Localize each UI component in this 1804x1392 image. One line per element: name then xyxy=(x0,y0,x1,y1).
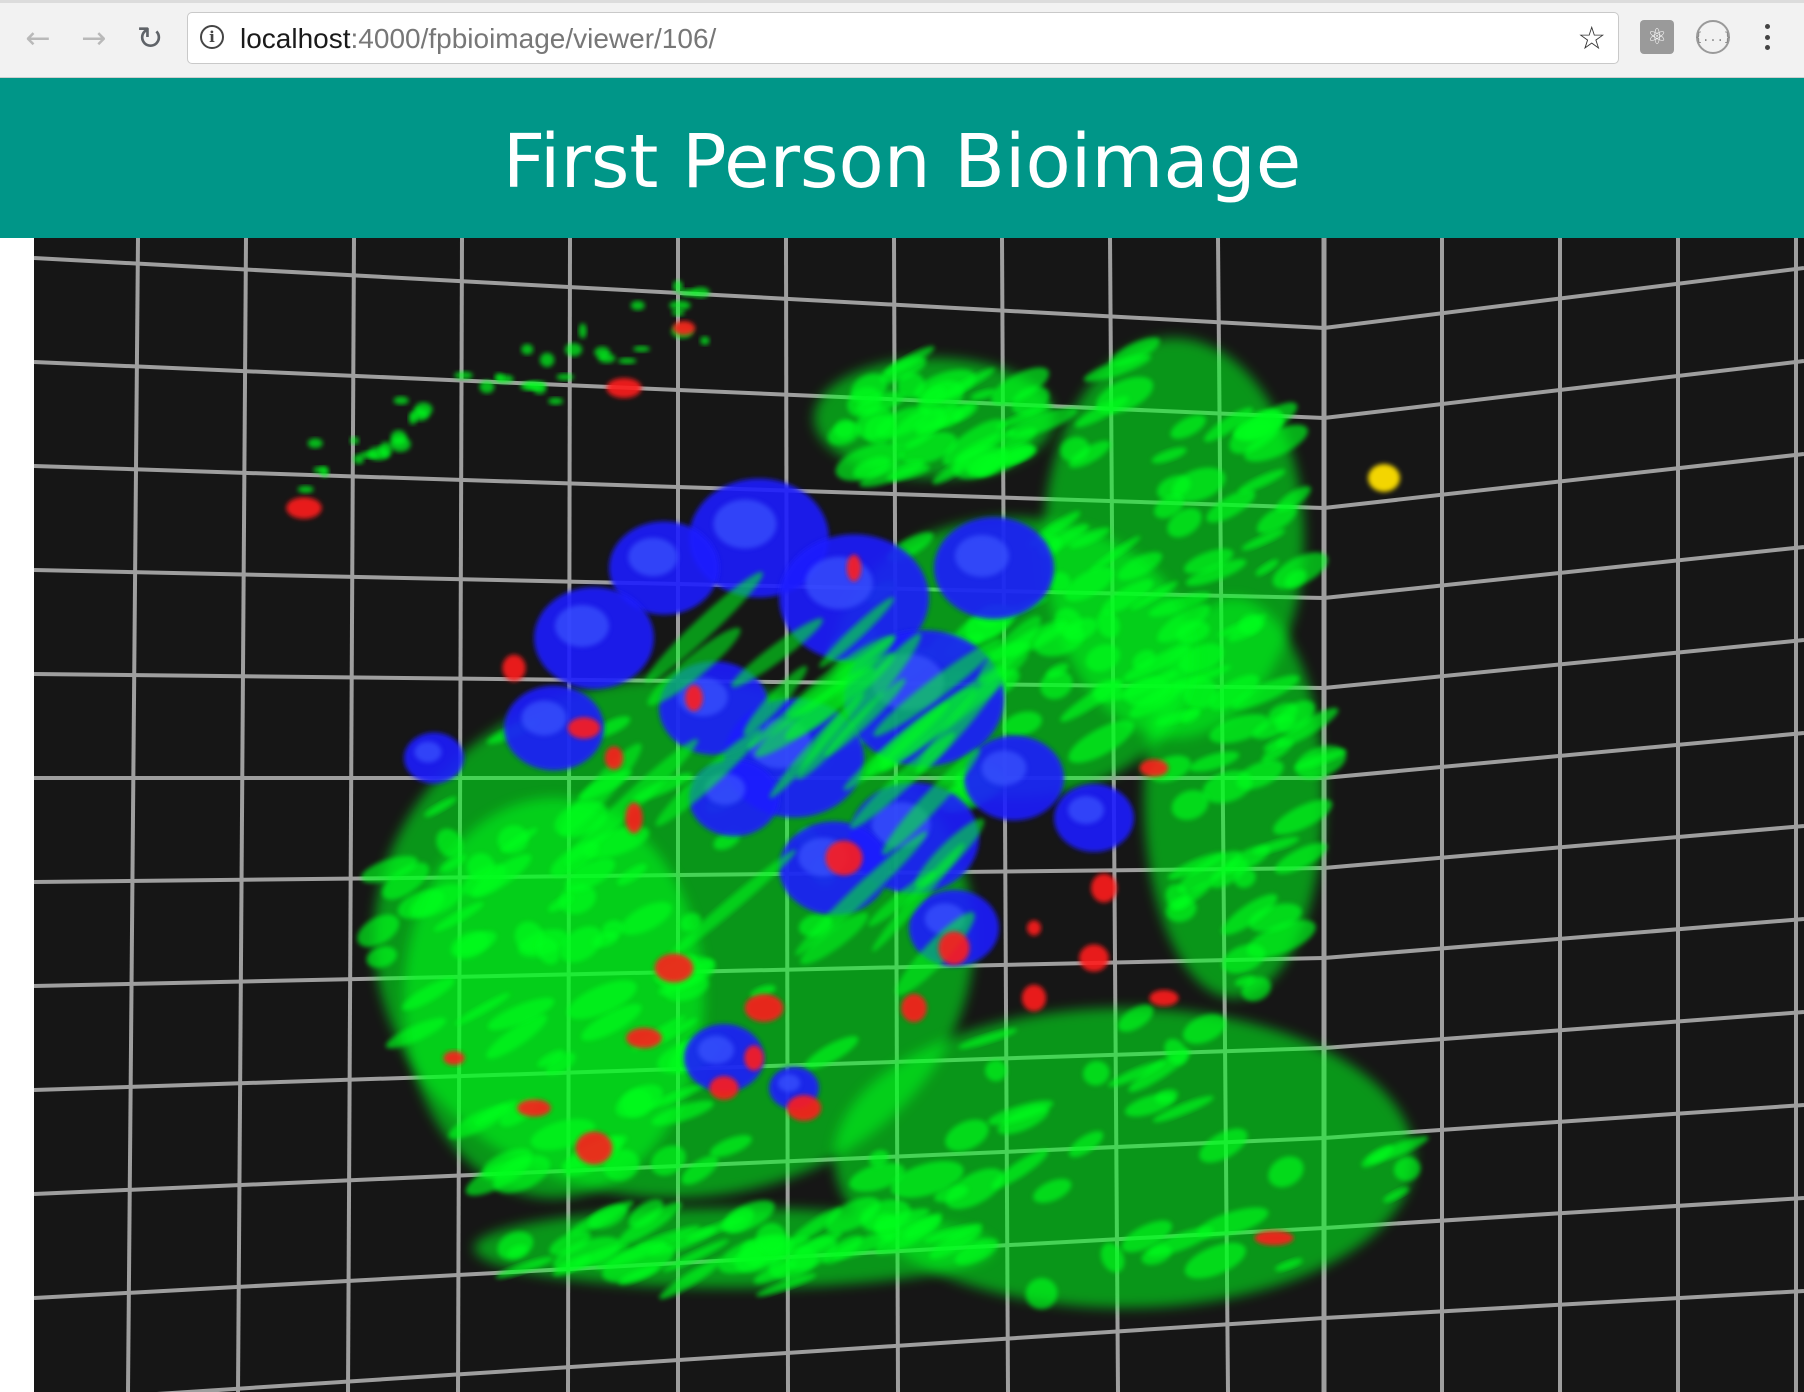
browser-toolbar: ← → ↻ i localhost:4000/fpbioimage/viewer… xyxy=(0,0,1804,78)
star-icon[interactable]: ☆ xyxy=(1577,19,1606,57)
volume-viewer-canvas[interactable] xyxy=(34,238,1804,1392)
url-host: localhost xyxy=(240,23,351,54)
react-devtools-icon[interactable]: ⚛ xyxy=(1640,20,1674,54)
reload-button[interactable]: ↻ xyxy=(130,18,170,58)
tab-strip-edge xyxy=(0,0,1804,3)
forward-button[interactable]: → xyxy=(74,18,114,58)
app-header: First Person Bioimage xyxy=(0,78,1804,238)
page: First Person Bioimage xyxy=(0,78,1804,1392)
json-viewer-icon[interactable]: {...} xyxy=(1695,20,1731,54)
reload-icon: ↻ xyxy=(136,19,164,57)
volume-render[interactable] xyxy=(34,238,1804,1392)
info-icon[interactable]: i xyxy=(200,25,224,49)
address-bar[interactable]: i localhost:4000/fpbioimage/viewer/106/ … xyxy=(187,12,1619,64)
page-title: First Person Bioimage xyxy=(502,119,1302,205)
arrow-left-icon: ← xyxy=(25,20,51,56)
url-path: :4000/fpbioimage/viewer/106/ xyxy=(350,23,717,54)
kebab-menu-icon[interactable] xyxy=(1752,20,1782,54)
back-button[interactable]: ← xyxy=(18,18,58,58)
cell-volume xyxy=(286,280,1429,1310)
url-text[interactable]: localhost:4000/fpbioimage/viewer/106/ xyxy=(240,25,716,53)
arrow-right-icon: → xyxy=(81,20,107,56)
